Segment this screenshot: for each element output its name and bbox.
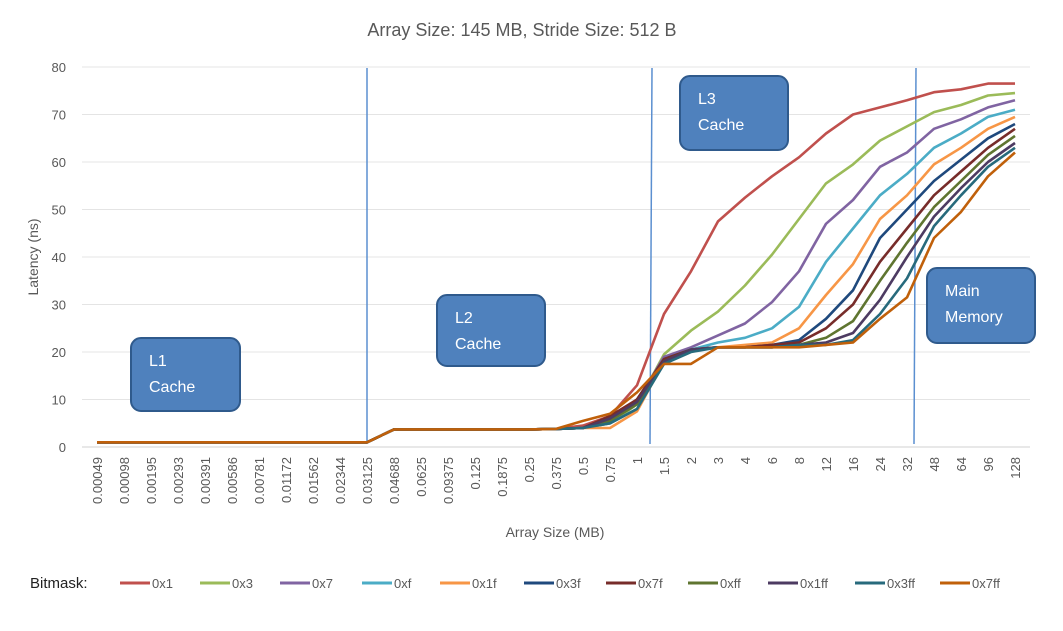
legend-item-0x1ff: 0x1ff (768, 576, 828, 591)
y-tick-label: 80 (52, 60, 66, 75)
legend-label: 0x3ff (887, 576, 915, 591)
x-tick-label: 128 (1008, 457, 1023, 479)
x-tick-label: 0.00293 (171, 457, 186, 504)
y-tick-label: 60 (52, 155, 66, 170)
x-tick-label: 3 (711, 457, 726, 464)
x-tick-label: 0.00586 (225, 457, 240, 504)
x-tick-label: 24 (873, 457, 888, 471)
x-tick-label: 0.03125 (360, 457, 375, 504)
x-tick-label: 2 (684, 457, 699, 464)
annotation-line2: Cache (455, 336, 501, 353)
series-line-0x7ff (97, 151, 1016, 444)
x-axis-ticks: 0.00049 0.00098 0.00195 0.00293 0.00391 0.005… (90, 457, 1023, 504)
x-tick-label: 32 (900, 457, 915, 471)
y-tick-label: 0 (59, 440, 66, 455)
x-tick-label: 1.5 (657, 457, 672, 475)
legend-label: 0x3 (232, 576, 253, 591)
chart-title: Array Size: 145 MB, Stride Size: 512 B (367, 20, 676, 40)
y-axis-title: Latency (ns) (25, 218, 41, 295)
x-tick-label: 0.5 (576, 457, 591, 475)
x-tick-label: 0.00098 (117, 457, 132, 504)
annotations: L1 Cache L2 Cache L3 Cache Main Memory (130, 75, 1036, 412)
legend-label: 0x7f (638, 576, 663, 591)
y-axis-ticks: 0 10 20 30 40 50 60 70 80 (52, 60, 66, 455)
legend-item-0xf: 0xf (362, 576, 412, 591)
series-lines (97, 82, 1016, 444)
x-tick-label: 0.00195 (144, 457, 159, 504)
y-tick-label: 50 (52, 203, 66, 218)
x-tick-label: 0.00781 (252, 457, 267, 504)
cache-boundary-line (913, 67, 917, 445)
annotation-line1: L1 (149, 353, 167, 370)
y-tick-label: 10 (52, 393, 66, 408)
annotation-rect (436, 294, 546, 367)
x-tick-label: 0.0625 (414, 457, 429, 497)
annotation-rect (130, 337, 241, 412)
x-axis-title: Array Size (MB) (506, 524, 605, 540)
x-tick-label: 0.01172 (279, 457, 294, 503)
annotation-line1: L2 (455, 310, 473, 327)
legend-item-0x1: 0x1 (120, 576, 173, 591)
annotation-line2: Cache (698, 117, 744, 134)
legend-label: 0x1ff (800, 576, 828, 591)
legend-item-0x7f: 0x7f (606, 576, 663, 591)
x-tick-label: 0.01562 (306, 457, 321, 504)
annotation-rect (926, 267, 1036, 344)
x-tick-label: 0.09375 (441, 457, 456, 504)
annotation-line1: L3 (698, 91, 716, 108)
legend-label: 0x1 (152, 576, 173, 591)
y-tick-label: 70 (52, 108, 66, 123)
x-tick-label: 1 (630, 457, 645, 464)
legend-item-0x3: 0x3 (200, 576, 253, 591)
x-tick-label: 0.02344 (333, 457, 348, 504)
x-tick-label: 8 (792, 457, 807, 464)
legend-label: 0x1f (472, 576, 497, 591)
y-tick-label: 20 (52, 345, 66, 360)
x-tick-label: 0.125 (468, 457, 483, 490)
x-tick-label: 0.375 (549, 457, 564, 490)
x-tick-label: 0.75 (603, 457, 618, 482)
legend: 0x1 0x3 0x7 0xf 0x1f 0x3f 0x7f 0xff 0x1ff 0x3ff 0x… (120, 576, 1000, 591)
annotation-box: L3 Cache (679, 75, 789, 151)
x-tick-label: 16 (846, 457, 861, 471)
annotation-box: Main Memory (926, 267, 1036, 344)
annotation-rect (679, 75, 789, 151)
x-tick-label: 64 (954, 457, 969, 471)
x-tick-label: 12 (819, 457, 834, 471)
x-tick-label: 0.25 (522, 457, 537, 482)
legend-item-0x7ff: 0x7ff (940, 576, 1000, 591)
x-tick-label: 48 (927, 457, 942, 471)
x-tick-label: 6 (765, 457, 780, 464)
legend-item-0x1f: 0x1f (440, 576, 497, 591)
y-tick-label: 40 (52, 250, 66, 265)
x-tick-label: 0.04688 (387, 457, 402, 504)
legend-title: Bitmask: (30, 575, 88, 592)
y-tick-label: 30 (52, 298, 66, 313)
legend-label: 0x7 (312, 576, 333, 591)
legend-item-0x7: 0x7 (280, 576, 333, 591)
legend-label: 0xff (720, 576, 741, 591)
x-tick-label: 96 (981, 457, 996, 471)
legend-label: 0x3f (556, 576, 581, 591)
legend-item-0x3f: 0x3f (524, 576, 581, 591)
legend-item-0xff: 0xff (688, 576, 741, 591)
annotation-box: L2 Cache (436, 294, 546, 367)
x-tick-label: 4 (738, 457, 753, 464)
x-tick-label: 0.1875 (495, 457, 510, 497)
legend-item-0x3ff: 0x3ff (855, 576, 915, 591)
x-tick-label: 0.00049 (90, 457, 105, 504)
annotation-box: L1 Cache (130, 337, 241, 412)
annotation-line2: Memory (945, 309, 1003, 326)
legend-label: 0x7ff (972, 576, 1000, 591)
annotation-line2: Cache (149, 379, 195, 396)
x-tick-label: 0.00391 (198, 457, 213, 504)
legend-label: 0xf (394, 576, 412, 591)
annotation-line1: Main (945, 283, 980, 300)
